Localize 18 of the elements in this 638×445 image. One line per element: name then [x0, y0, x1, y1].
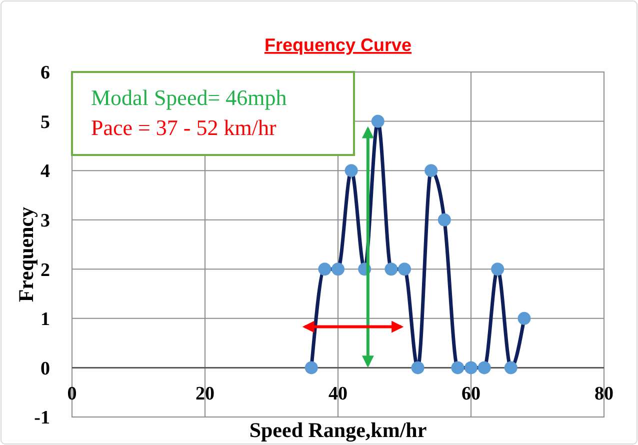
y-tick-label: 3: [40, 210, 50, 232]
y-tick-label: 2: [40, 260, 50, 281]
annotation: Pace = 37 - 52 km/hr: [91, 115, 277, 140]
y-tick-label: -1: [34, 408, 50, 429]
y-tick-label: 4: [40, 161, 50, 182]
y-axis-title: Frequency: [14, 206, 38, 302]
x-tick-label: 80: [594, 384, 614, 405]
x-tick-label: 0: [67, 384, 77, 405]
y-tick-label: 1: [40, 309, 50, 330]
y-tick-label: 0: [40, 358, 50, 380]
x-tick-label: 60: [462, 384, 480, 405]
x-tick-label: 40: [328, 384, 348, 405]
chart-title: Frequency Curve: [264, 35, 412, 55]
x-tick-label: 20: [196, 384, 214, 405]
y-tick-label: 5: [40, 112, 50, 133]
x-axis-title: Speed Range,km/hr: [249, 418, 427, 442]
y-tick-label: 6: [40, 62, 50, 84]
annotation: Modal Speed= 46mph: [91, 85, 287, 110]
